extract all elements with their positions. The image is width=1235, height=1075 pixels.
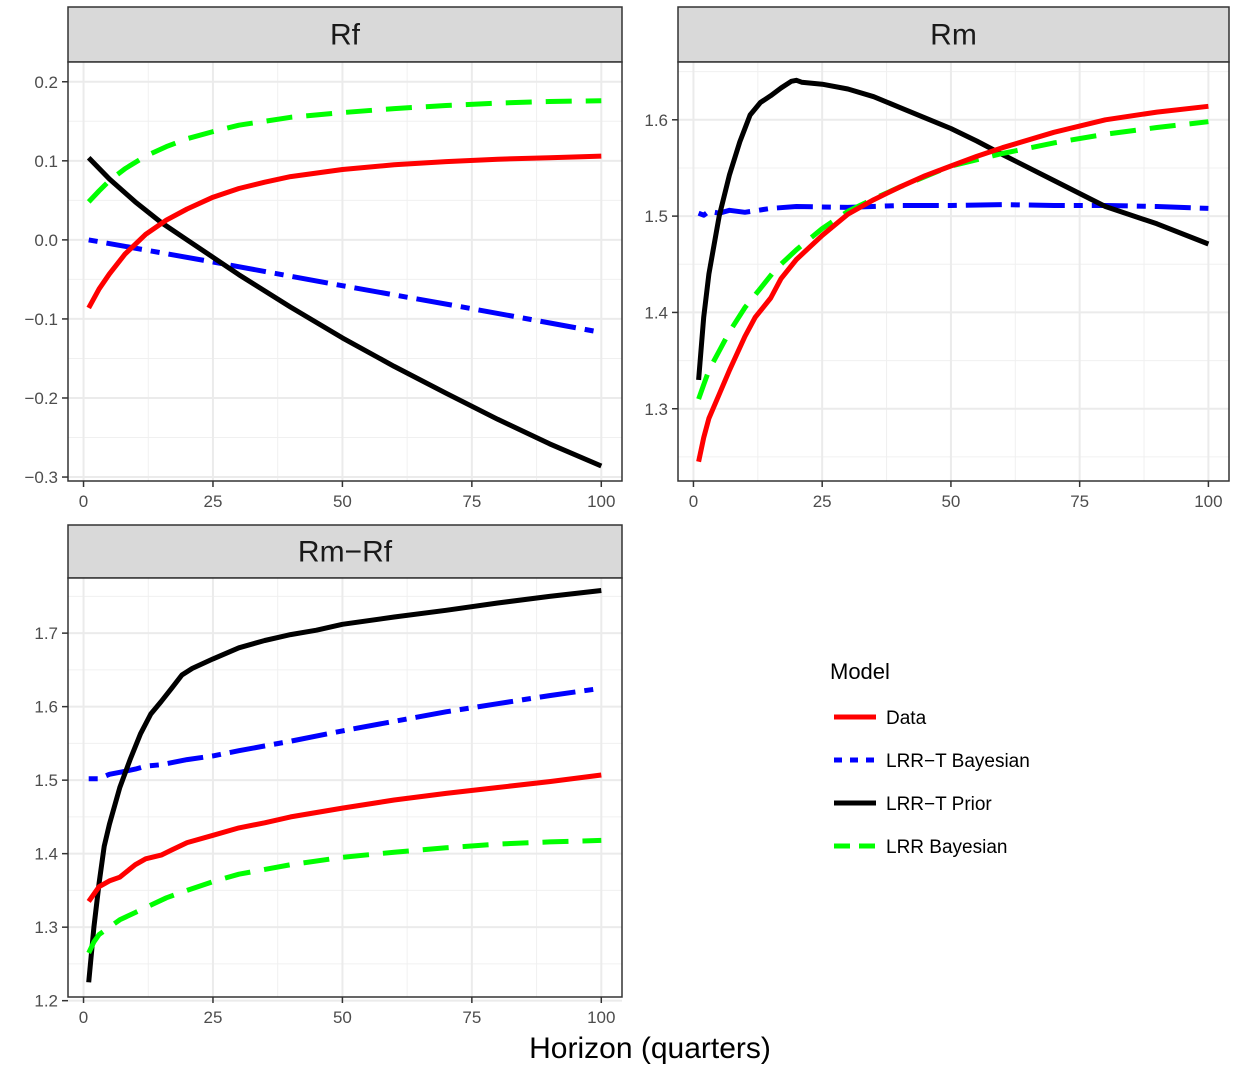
x-tick-label: 100: [1194, 492, 1222, 511]
series-line-data: [86, 772, 602, 903]
y-tick-label: 1.2: [34, 992, 58, 1011]
x-tick-label: 100: [587, 492, 615, 511]
legend-item-lrrt_prior: LRR−T Prior: [834, 794, 992, 815]
plot-background: [678, 62, 1229, 481]
strip-background: [67, 6, 623, 63]
legend-label: LRR Bayesian: [886, 837, 1007, 858]
series-group: [696, 77, 1210, 463]
legend: Model Data LRR−T Bayesian LRR−T Prior LRR B…: [830, 659, 1030, 858]
series-line-lrr_bayes: [86, 98, 602, 204]
axes: 0 25 50 75 100 −0.3 −0.2 −0.1 0.0 0.1 0.2: [24, 73, 615, 511]
gridlines: [68, 62, 622, 481]
x-tick-label: 0: [79, 492, 88, 511]
panel-3: Rm−Rf 0 25 50 75 100 1.2 1.3 1.4 1.5 1.6 1.7: [34, 524, 623, 1027]
y-tick-label: 1.6: [34, 698, 58, 717]
legend-label: Data: [886, 708, 927, 729]
legend-item-data: Data: [834, 708, 927, 729]
series-line-lrr_bayes: [86, 837, 602, 954]
axes: 0 25 50 75 100 1.3 1.4 1.5 1.6: [644, 111, 1222, 511]
legend-title: Model: [830, 659, 890, 684]
x-tick-label: 25: [813, 492, 832, 511]
y-tick-label: 1.5: [34, 771, 58, 790]
y-tick-label: 1.3: [644, 400, 668, 419]
y-tick-label: 1.3: [34, 918, 58, 937]
x-tick-label: 100: [587, 1008, 615, 1027]
legend-item-lrrt_bayes: LRR−T Bayesian: [834, 751, 1030, 772]
panel-title: Rm−Rf: [298, 536, 393, 569]
x-tick-label: 75: [1070, 492, 1089, 511]
series-line-lrrt_bayes: [697, 202, 1209, 218]
gridlines: [68, 578, 622, 1002]
x-tick-label: 50: [941, 492, 960, 511]
legend-label: LRR−T Prior: [886, 794, 992, 815]
x-axis-label: Horizon (quarters): [529, 1032, 771, 1065]
x-tick-label: 75: [462, 492, 481, 511]
series-line-data: [696, 103, 1209, 463]
panel-title: Rm: [930, 19, 977, 52]
panel-border: [67, 61, 623, 482]
series-line-data: [86, 153, 602, 310]
legend-entries: Data LRR−T Bayesian LRR−T Prior LRR Bayesia…: [834, 708, 1030, 858]
y-tick-label: 1.4: [34, 845, 58, 864]
x-tick-label: 75: [462, 1008, 481, 1027]
panels: Rf 0 25 50 75 100 −0.3 −0.2 −0.1 0.0 0.1 0.2 Rm 0 25 50…: [24, 6, 1230, 1027]
x-tick-label: 50: [333, 1008, 352, 1027]
y-tick-label: −0.3: [24, 468, 58, 487]
plot-background: [68, 578, 622, 997]
x-tick-label: 25: [204, 1008, 223, 1027]
series-line-lrrt_prior: [86, 588, 602, 983]
y-tick-label: −0.1: [24, 310, 58, 329]
y-tick-label: 1.4: [644, 303, 668, 322]
x-tick-label: 50: [333, 492, 352, 511]
panel-title: Rf: [330, 19, 361, 52]
series-line-lrr_bayes: [696, 119, 1209, 400]
x-tick-label: 0: [79, 1008, 88, 1027]
series-line-lrrt_prior: [86, 155, 603, 469]
x-tick-label: 25: [204, 492, 223, 511]
panel-border: [677, 61, 1230, 482]
legend-item-lrr_bayes: LRR Bayesian: [834, 837, 1007, 858]
series-group: [86, 588, 602, 983]
panel-2: Rm 0 25 50 75 100 1.3 1.4 1.5 1.6: [644, 6, 1230, 511]
y-tick-label: 1.6: [644, 111, 668, 130]
y-tick-label: 1.5: [644, 207, 668, 226]
series-line-lrrt_bayes: [88, 237, 602, 335]
y-tick-label: 0.0: [34, 231, 58, 250]
y-tick-label: 0.2: [34, 73, 58, 92]
y-tick-label: 0.1: [34, 152, 58, 171]
plot-background: [68, 62, 622, 481]
series-group: [86, 98, 603, 469]
x-tick-label: 0: [689, 492, 698, 511]
series-line-lrrt_bayes: [88, 685, 602, 782]
legend-label: LRR−T Bayesian: [886, 751, 1030, 772]
axes: 0 25 50 75 100 1.2 1.3 1.4 1.5 1.6 1.7: [34, 624, 615, 1027]
y-tick-label: 1.7: [34, 624, 58, 643]
strip-background: [677, 6, 1230, 63]
panel-1: Rf 0 25 50 75 100 −0.3 −0.2 −0.1 0.0 0.1 0.2: [24, 6, 623, 511]
panel-border: [67, 577, 623, 998]
y-tick-label: −0.2: [24, 389, 58, 408]
